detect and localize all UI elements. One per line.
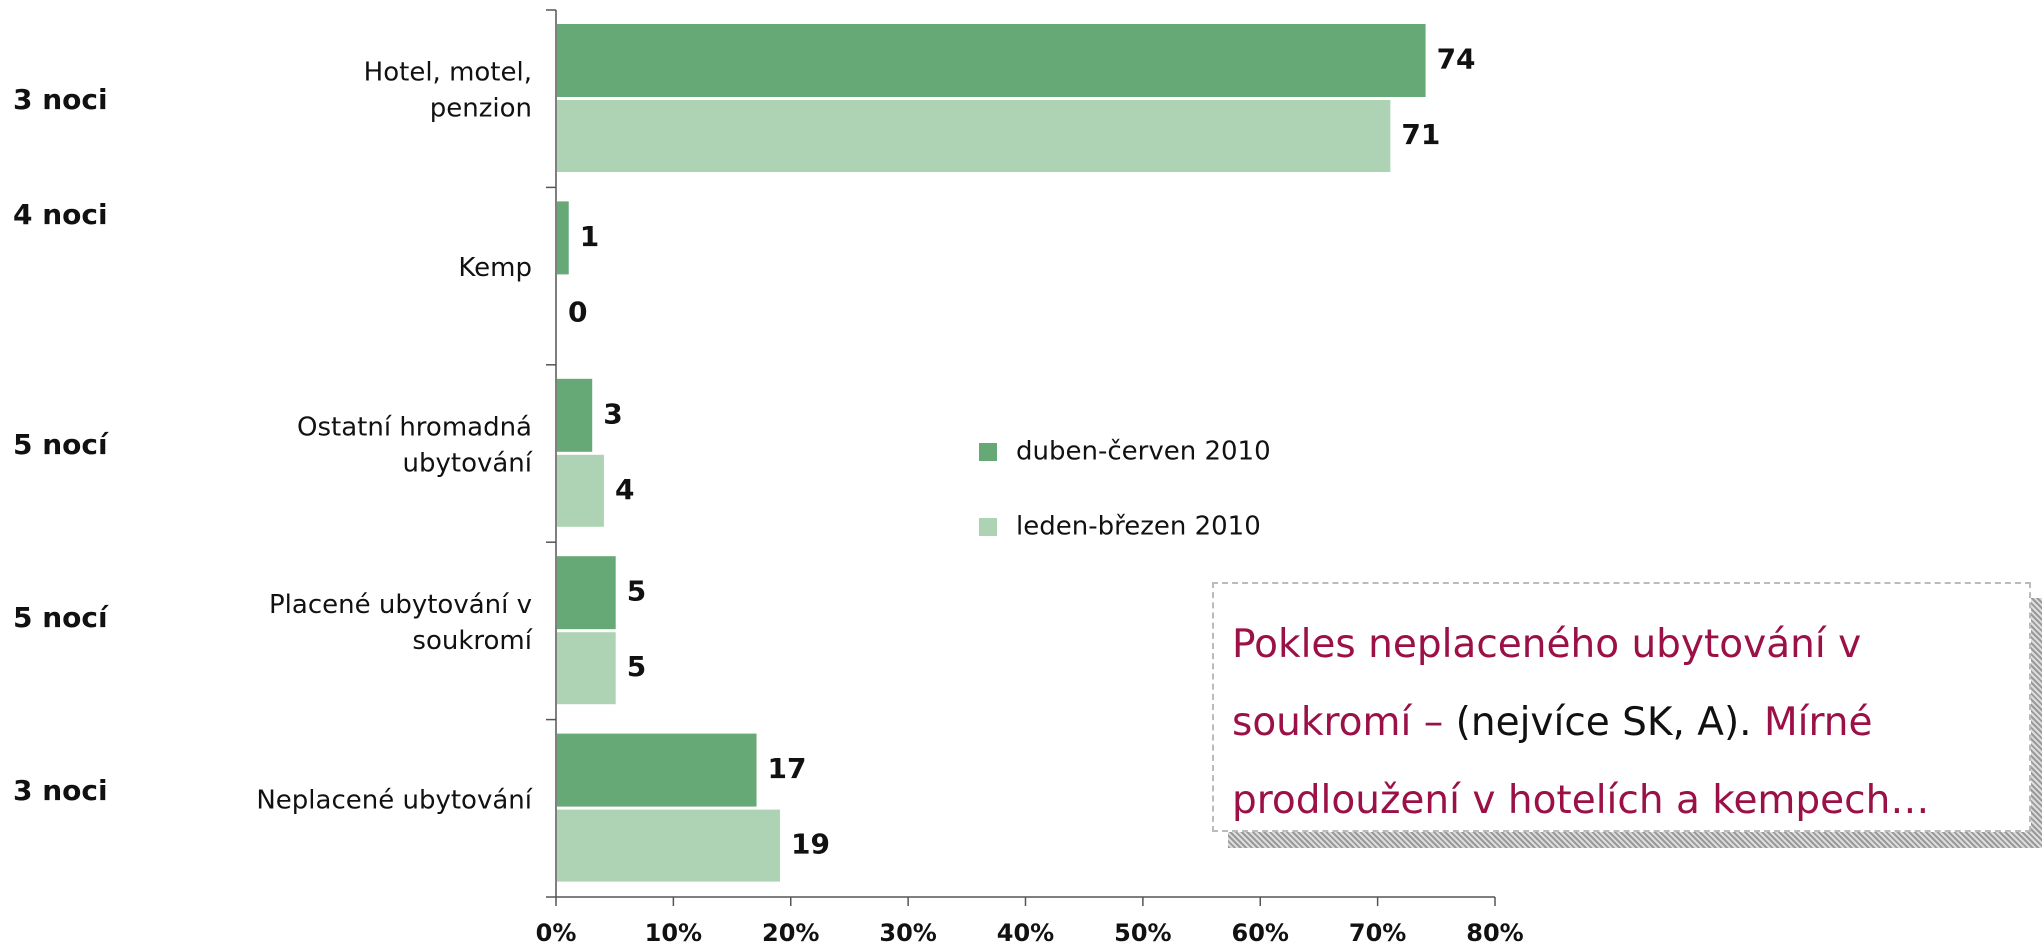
bar bbox=[557, 201, 569, 275]
bar bbox=[557, 809, 781, 882]
value-label: 74 bbox=[1437, 43, 1476, 76]
category-label: Ostatní hromadná ubytování bbox=[297, 412, 533, 478]
x-tick-label: 70% bbox=[1349, 919, 1406, 945]
annotation-text: Mírné prodloužení v hotelích a kempech… bbox=[1232, 700, 1930, 823]
category-label: Neplacené ubytování bbox=[256, 785, 532, 815]
x-tick-label: 40% bbox=[997, 919, 1054, 945]
value-label: 3 bbox=[603, 397, 622, 430]
legend-swatch bbox=[979, 518, 997, 536]
x-tick-label: 0% bbox=[536, 919, 577, 945]
bar bbox=[557, 556, 616, 630]
legend-swatch bbox=[979, 443, 997, 461]
category-label: Placené ubytování v soukromí bbox=[269, 589, 533, 655]
annotation: Pokles neplaceného ubytování v soukromí … bbox=[1212, 582, 2031, 832]
bar bbox=[557, 100, 1391, 172]
bar bbox=[557, 378, 593, 452]
legend-label: leden-březen 2010 bbox=[1016, 512, 1261, 542]
category-label: Kemp bbox=[458, 253, 532, 283]
legend-label: duben-červen 2010 bbox=[1016, 437, 1271, 467]
side-label: 5 nocí bbox=[13, 601, 109, 634]
category-label: Hotel, motel, penzion bbox=[364, 57, 532, 123]
side-label: 3 noci bbox=[13, 774, 108, 807]
value-label: 4 bbox=[615, 473, 634, 506]
annotation-text: (nejvíce SK, A). bbox=[1455, 700, 1752, 745]
value-label: 0 bbox=[568, 295, 587, 328]
bar bbox=[557, 24, 1426, 97]
value-label: 19 bbox=[791, 828, 830, 861]
x-tick-label: 60% bbox=[1232, 919, 1289, 945]
bar bbox=[557, 733, 757, 807]
value-label: 71 bbox=[1401, 118, 1440, 151]
bar bbox=[557, 454, 604, 527]
x-tick-label: 80% bbox=[1466, 919, 1523, 945]
x-tick-label: 20% bbox=[762, 919, 819, 945]
side-label: 4 noci bbox=[13, 198, 108, 231]
x-tick-label: 10% bbox=[645, 919, 702, 945]
x-tick-label: 50% bbox=[1114, 919, 1171, 945]
value-label: 1 bbox=[580, 220, 599, 253]
value-label: 17 bbox=[768, 752, 807, 785]
value-label: 5 bbox=[627, 650, 646, 683]
x-tick-label: 30% bbox=[879, 919, 936, 945]
value-label: 5 bbox=[627, 575, 646, 608]
bar bbox=[557, 632, 616, 705]
side-label: 3 noci bbox=[13, 83, 108, 116]
side-label: 5 nocí bbox=[13, 428, 109, 461]
annotation-text: Pokles neplaceného ubytování v soukromí … bbox=[1232, 622, 1862, 745]
